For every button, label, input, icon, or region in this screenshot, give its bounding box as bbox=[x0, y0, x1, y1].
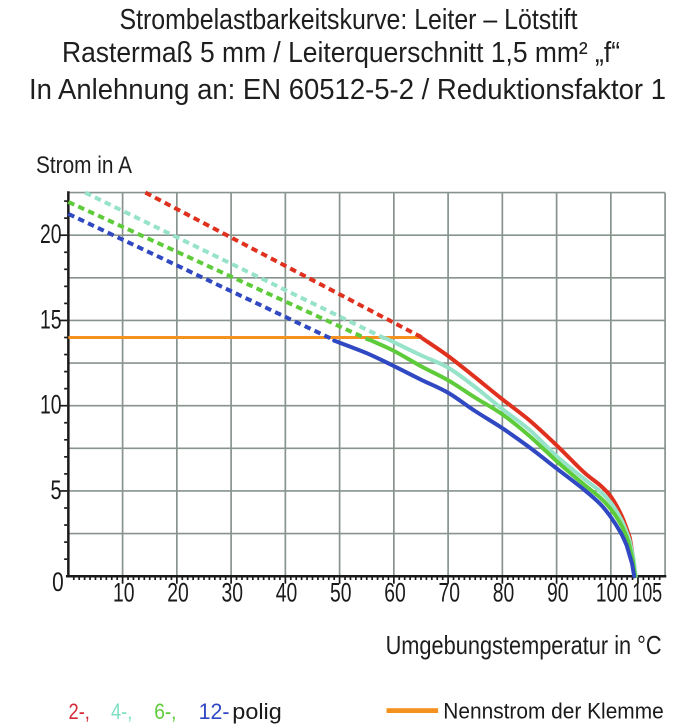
svg-text:50: 50 bbox=[330, 578, 352, 608]
svg-text:10: 10 bbox=[40, 390, 62, 420]
svg-text:4-,: 4-, bbox=[111, 699, 132, 724]
svg-text:80: 80 bbox=[493, 578, 515, 608]
svg-text:70: 70 bbox=[439, 578, 461, 608]
svg-text:6-,: 6-, bbox=[154, 699, 176, 724]
svg-text:40: 40 bbox=[276, 578, 298, 608]
svg-text:60: 60 bbox=[384, 578, 406, 608]
svg-text:30: 30 bbox=[222, 578, 244, 608]
svg-text:Strombelastbarkeitskurve: Leit: Strombelastbarkeitskurve: Leiter – Lötst… bbox=[120, 4, 578, 36]
svg-text:5: 5 bbox=[51, 475, 62, 505]
svg-text:Strom in A: Strom in A bbox=[36, 153, 132, 179]
svg-text:polig: polig bbox=[232, 699, 281, 724]
svg-text:12-: 12- bbox=[199, 699, 230, 724]
svg-text:10: 10 bbox=[113, 578, 135, 608]
svg-text:In Anlehnung an: EN 60512-5-2: In Anlehnung an: EN 60512-5-2 / Reduktio… bbox=[29, 74, 666, 106]
svg-text:15: 15 bbox=[40, 304, 62, 334]
svg-text:105: 105 bbox=[632, 578, 662, 608]
svg-text:100: 100 bbox=[596, 578, 628, 608]
svg-text:Nennstrom der Klemme: Nennstrom der Klemme bbox=[443, 699, 663, 724]
svg-text:20: 20 bbox=[40, 219, 62, 249]
svg-text:90: 90 bbox=[547, 578, 569, 608]
svg-text:Rastermaß 5 mm / Leiterquersch: Rastermaß 5 mm / Leiterquerschnitt 1,5 m… bbox=[62, 37, 620, 69]
svg-text:0: 0 bbox=[52, 567, 64, 597]
svg-text:20: 20 bbox=[167, 578, 189, 608]
svg-text:2-,: 2-, bbox=[69, 699, 90, 724]
svg-text:Umgebungstemperatur in °C: Umgebungstemperatur in °C bbox=[386, 630, 662, 660]
